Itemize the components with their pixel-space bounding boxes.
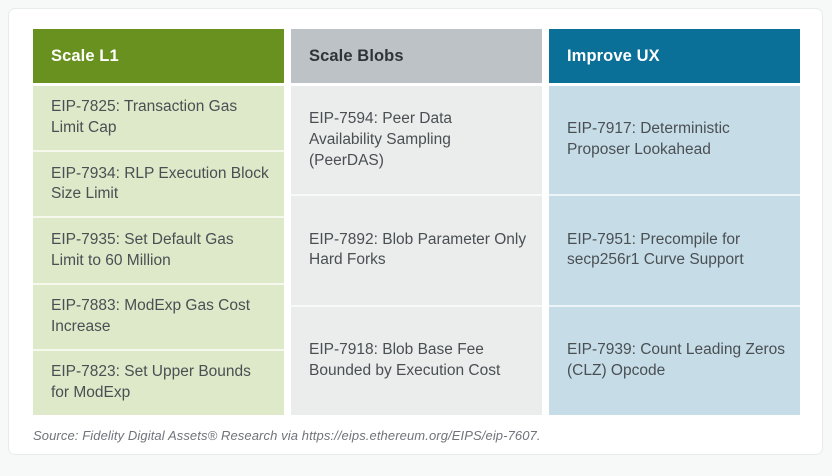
column-body: EIP-7594: Peer Data Availability Samplin… <box>291 86 542 415</box>
column-improve-ux: Improve UX EIP-7917: Deterministic Propo… <box>549 29 800 415</box>
eip-cell: EIP-7892: Blob Parameter Only Hard Forks <box>291 194 542 304</box>
column-header-improve-ux: Improve UX <box>549 29 800 83</box>
eip-cell: EIP-7594: Peer Data Availability Samplin… <box>309 110 453 169</box>
eip-cell: EIP-7825: Transaction Gas Limit Cap <box>51 98 238 137</box>
eip-cell: EIP-7883: ModExp Gas Cost Increase <box>33 282 284 349</box>
eip-cell: EIP-7934: RLP Execution Block Size Limit <box>33 150 284 216</box>
eip-cell: EIP-7951: Precompile for secp256r1 Curve… <box>549 194 800 304</box>
column-header-scale-l1: Scale L1 <box>33 29 284 83</box>
eip-cell: EIP-7935: Set Default Gas Limit to 60 Mi… <box>33 216 284 282</box>
column-body: EIP-7917: Deterministic Proposer Lookahe… <box>549 86 800 415</box>
eip-cell: EIP-7918: Blob Base Fee Bounded by Execu… <box>291 304 542 415</box>
column-scale-blobs: Scale Blobs EIP-7594: Peer Data Availabi… <box>291 29 542 415</box>
eip-cell: EIP-7939: Count Leading Zeros (CLZ) Opco… <box>549 304 800 415</box>
column-scale-l1: Scale L1 EIP-7825: Transaction Gas Limit… <box>33 29 284 415</box>
eip-cell: EIP-7823: Set Upper Bounds for ModExp <box>33 348 284 415</box>
source-note: Source: Fidelity Digital Assets® Researc… <box>33 428 541 443</box>
eip-cell: EIP-7917: Deterministic Proposer Lookahe… <box>567 120 730 159</box>
figure-card: Scale L1 EIP-7825: Transaction Gas Limit… <box>8 8 823 455</box>
column-header-scale-blobs: Scale Blobs <box>291 29 542 83</box>
column-body: EIP-7825: Transaction Gas Limit Cap EIP-7… <box>33 86 284 415</box>
eip-table: Scale L1 EIP-7825: Transaction Gas Limit… <box>33 29 800 415</box>
